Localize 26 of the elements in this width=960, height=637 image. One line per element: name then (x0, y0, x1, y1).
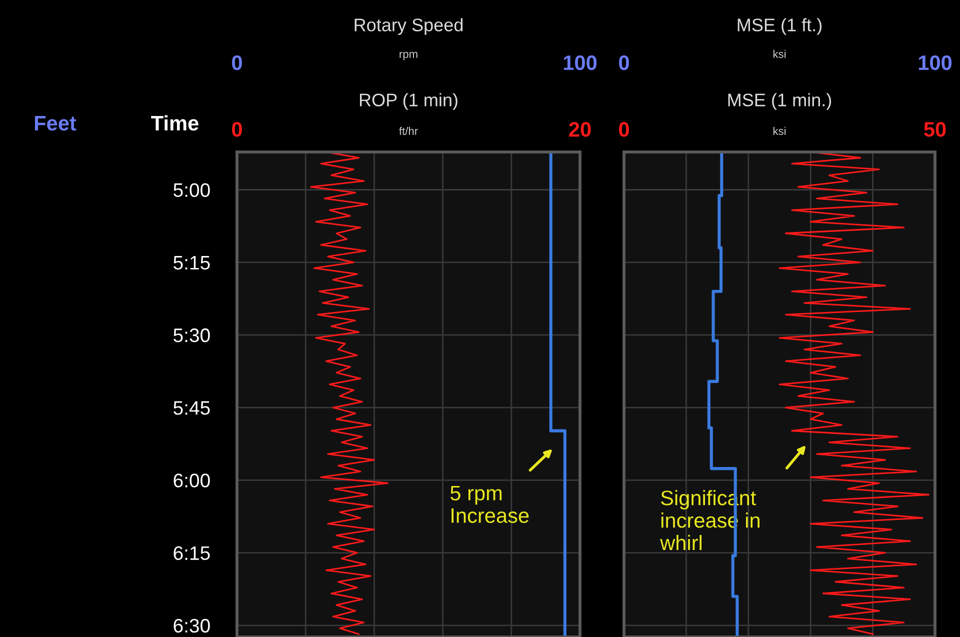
x2-axis-title: MSE (1 ft.) (738, 18, 822, 35)
y-tick-label: 6:00 (174, 474, 210, 488)
text: ft/hr (399, 126, 418, 135)
x-tick-label: 50 (924, 122, 946, 137)
x-axis-title: MSE (1 min.) (728, 93, 832, 110)
x-axis-title: ROP (1 min) (360, 93, 458, 110)
text: rpm (400, 52, 418, 60)
y-tick-label: 5:30 (174, 328, 210, 342)
y-tick-label: 6:15 (174, 546, 210, 560)
x2-tick-label: 100 (564, 55, 597, 70)
y-tick-label: 5:45 (174, 401, 210, 415)
text: ksi (773, 126, 786, 135)
x-tick-label: 0 (619, 122, 629, 137)
y-axis-title: Time (151, 115, 198, 131)
x-tick-label: 0 (232, 122, 242, 137)
x-tick-label: 20 (569, 122, 591, 137)
x2-tick-label: 0 (232, 55, 242, 70)
x2-tick-label: 100 (918, 55, 952, 70)
text: ksi (773, 50, 786, 58)
annotation: 5 rpm Increase (450, 486, 529, 523)
y-tick-label: 5:00 (174, 183, 210, 197)
y-tick-label: 5:15 (174, 256, 210, 270)
x2-axis-title: Rotary Speed (354, 18, 463, 35)
text: Feet (34, 116, 76, 131)
y-tick-label: 6:30 (174, 618, 210, 633)
x2-tick-label: 0 (619, 55, 629, 70)
